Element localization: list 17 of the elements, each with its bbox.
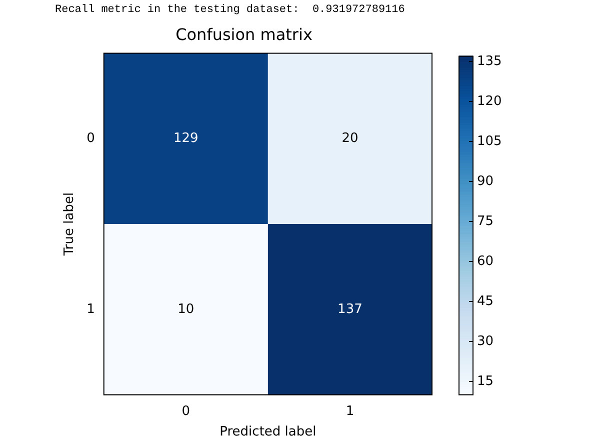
data-label: 137: [338, 302, 362, 317]
y-axis-title: True label: [62, 192, 78, 257]
text: Recall metric in the testing dataset: 0.931972789116: [55, 4, 405, 16]
data-label: 10: [178, 302, 194, 317]
color-bar-label: 105: [477, 134, 502, 149]
color-bar-label: 120: [477, 94, 502, 109]
color-bar-label: 60: [477, 254, 494, 269]
data-label: 129: [173, 130, 198, 146]
chart-title: Confusion matrix: [176, 24, 312, 44]
color-bar-label: 15: [477, 374, 494, 389]
data-label: 20: [342, 130, 358, 146]
x-axis-title: Predicted label: [220, 424, 316, 440]
color-bar-label: 135: [477, 54, 502, 69]
color-bar-label: 90: [477, 174, 494, 189]
color-bar-label: 75: [477, 214, 494, 229]
color-bar-label: 45: [477, 294, 494, 309]
color-bar-label: 30: [477, 334, 494, 349]
